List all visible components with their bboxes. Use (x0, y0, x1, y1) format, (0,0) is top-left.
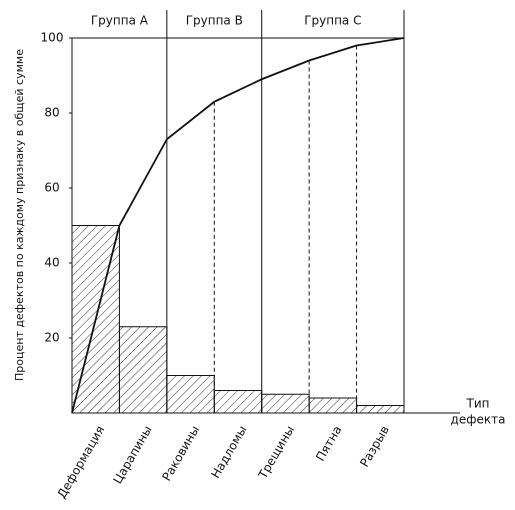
cumulative-line (308, 44, 357, 62)
y-tick-label: 80 (44, 106, 59, 120)
bar (118, 326, 168, 414)
group-label: Группа B (186, 14, 243, 28)
x-tick-label: Пятна (313, 423, 344, 463)
bar (356, 405, 405, 414)
cumulative-line (166, 101, 215, 140)
bar (261, 393, 310, 414)
x-tick-label: Раковины (159, 423, 202, 483)
cumulative-line (118, 138, 168, 226)
bar (166, 375, 215, 414)
cumulative-line (356, 37, 405, 47)
cumulative-line (213, 78, 263, 103)
x-axis-label: Тип (466, 397, 490, 411)
y-tick-label: 100 (41, 31, 64, 45)
y-tick-label: 40 (44, 256, 59, 270)
y-axis-label: Процент дефектов по каждому признаку в о… (13, 49, 26, 381)
x-tick-label: Надломы (208, 423, 249, 480)
x-axis-label: дефекта (451, 413, 506, 427)
y-tick-label: 20 (44, 331, 59, 345)
x-tick-label: Разрыв (357, 423, 392, 469)
bar (213, 390, 263, 414)
bar (308, 397, 358, 414)
cumulative-line (71, 225, 121, 414)
x-tick-label: Трещины (255, 423, 297, 482)
y-tick-label: 60 (44, 181, 59, 195)
group-label: Группа A (91, 14, 149, 28)
group-label: Группа C (304, 14, 361, 28)
cumulative-line (261, 59, 310, 81)
x-tick-label: Царапины (110, 423, 154, 486)
x-tick-label: Деформация (54, 423, 107, 501)
